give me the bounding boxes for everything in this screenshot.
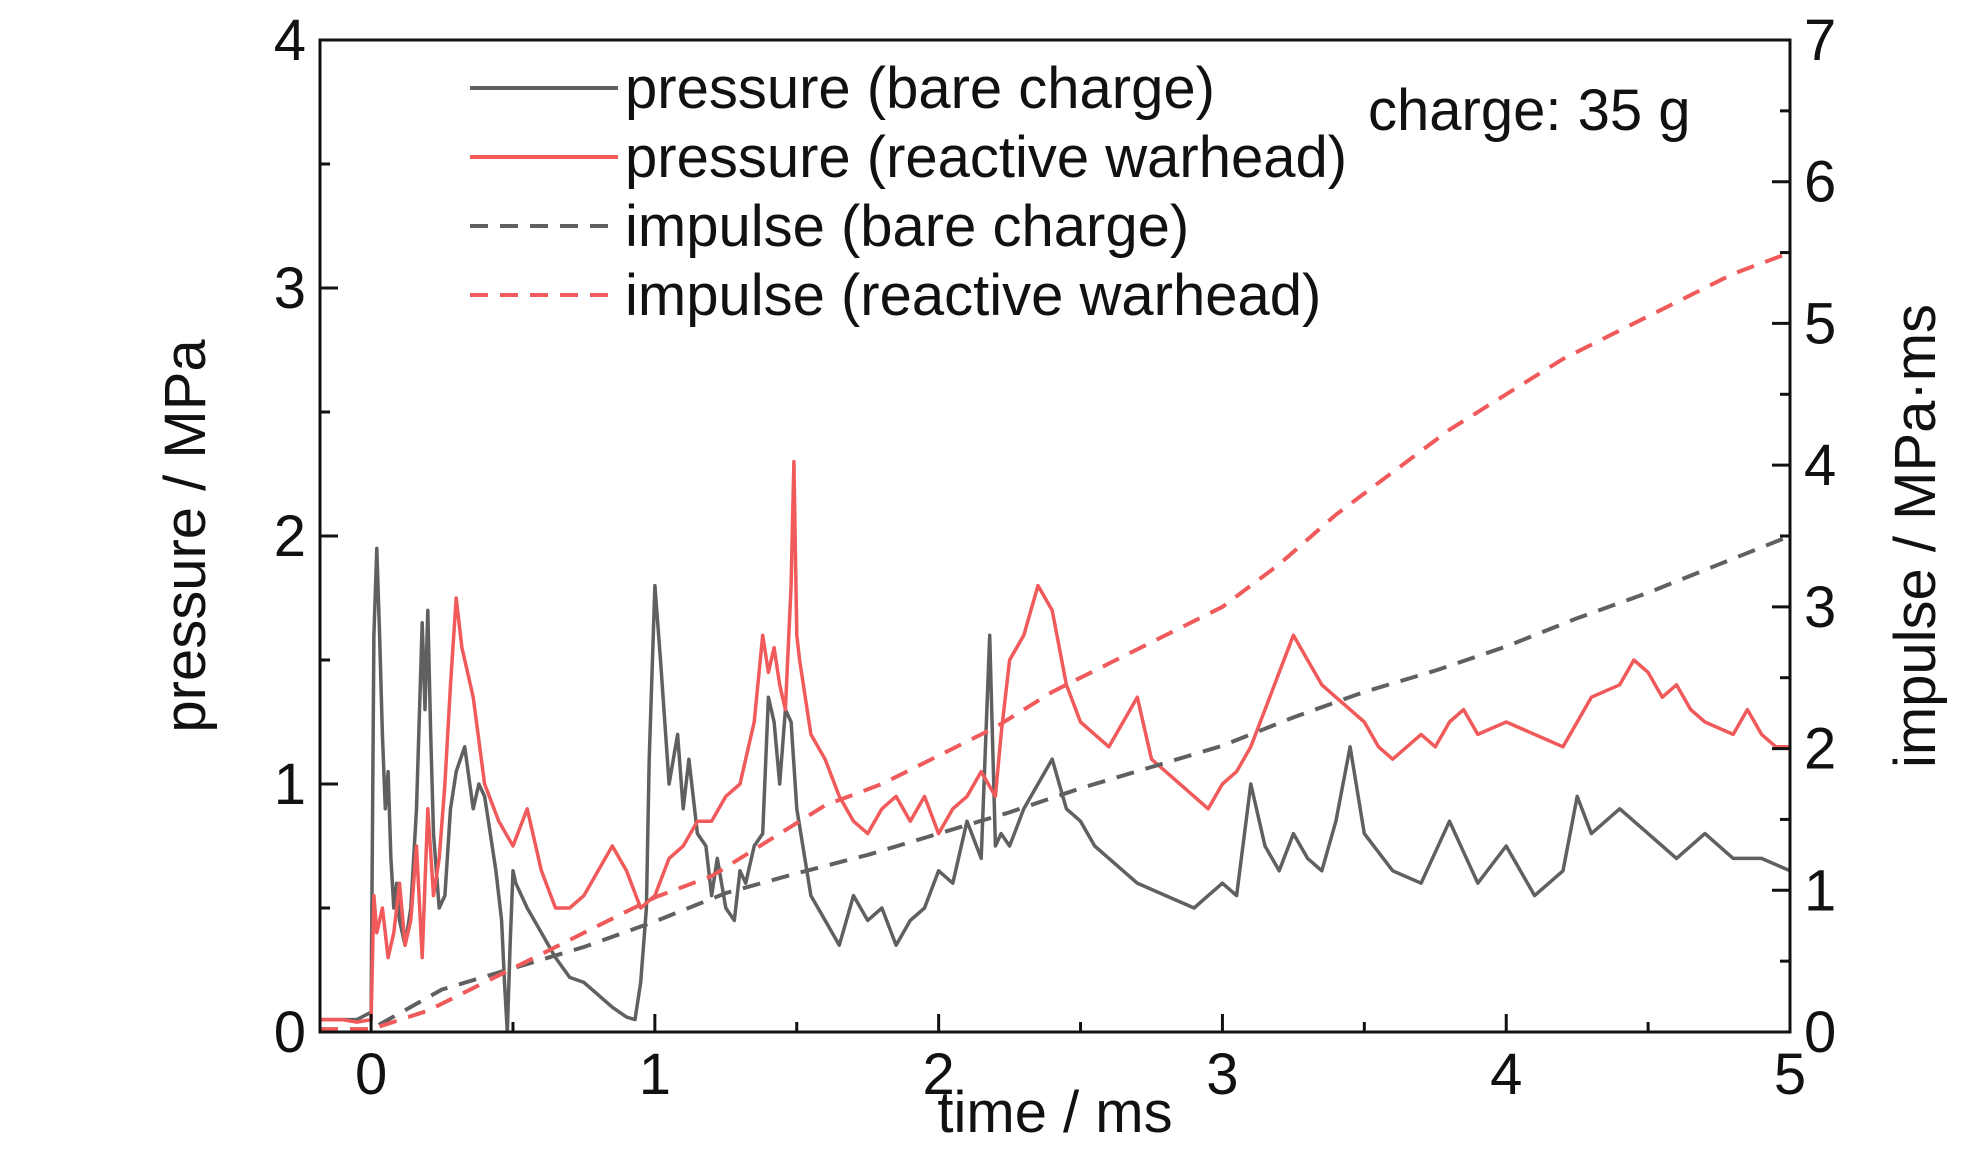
x-axis-label: time / ms xyxy=(937,1080,1172,1145)
y2-tick-label: 2 xyxy=(1804,717,1836,782)
y-axis-right-label: impulse / MPa·ms xyxy=(1883,304,1948,768)
series-line-0 xyxy=(320,546,1790,1032)
series-line-1 xyxy=(320,459,1790,1024)
x-tick-label: 2 xyxy=(923,1042,955,1107)
y2-tick-label: 3 xyxy=(1804,575,1836,640)
legend-item: pressure (bare charge) xyxy=(470,56,1215,121)
plot-area xyxy=(320,250,1790,1032)
legend-label-impulse-bare: impulse (bare charge) xyxy=(625,194,1189,259)
legend-label-pressure-reactive: pressure (reactive warhead) xyxy=(625,125,1347,190)
x-tick-label: 5 xyxy=(1774,1042,1806,1107)
legend-item: pressure (reactive warhead) xyxy=(470,125,1347,190)
y2-tick-label: 4 xyxy=(1804,433,1836,498)
series-line-2 xyxy=(320,534,1790,1032)
legend-label-pressure-bare: pressure (bare charge) xyxy=(625,56,1215,121)
y-tick-label: 1 xyxy=(274,752,306,817)
y-tick-label: 2 xyxy=(274,504,306,569)
x-tick-label: 1 xyxy=(639,1042,671,1107)
y-tick-label: 4 xyxy=(274,8,306,73)
y2-tick-label: 0 xyxy=(1804,1000,1836,1065)
x-axis: 0 1 2 3 4 5 xyxy=(355,1014,1806,1107)
y-tick-label: 0 xyxy=(274,1000,306,1065)
legend: pressure (bare charge) pressure (reactiv… xyxy=(470,56,1347,328)
y2-tick-label: 6 xyxy=(1804,150,1836,215)
y-axis-left: 0 1 2 3 4 xyxy=(274,8,338,1065)
y2-tick-label: 7 xyxy=(1804,8,1836,73)
x-tick-label: 3 xyxy=(1206,1042,1238,1107)
legend-item: impulse (bare charge) xyxy=(470,194,1189,259)
y-axis-right: 0 1 2 3 4 5 6 7 xyxy=(1772,8,1836,1065)
charge-annotation: charge: 35 g xyxy=(1368,78,1690,143)
legend-item: impulse (reactive warhead) xyxy=(470,263,1321,328)
series-line-3 xyxy=(320,250,1790,1032)
y-axis-left-label: pressure / MPa xyxy=(153,339,218,733)
legend-label-impulse-reactive: impulse (reactive warhead) xyxy=(625,263,1321,328)
y2-tick-label: 5 xyxy=(1804,291,1836,356)
x-tick-label: 4 xyxy=(1490,1042,1522,1107)
y-tick-label: 3 xyxy=(274,256,306,321)
x-tick-label: 0 xyxy=(355,1042,387,1107)
y2-tick-label: 1 xyxy=(1804,858,1836,923)
